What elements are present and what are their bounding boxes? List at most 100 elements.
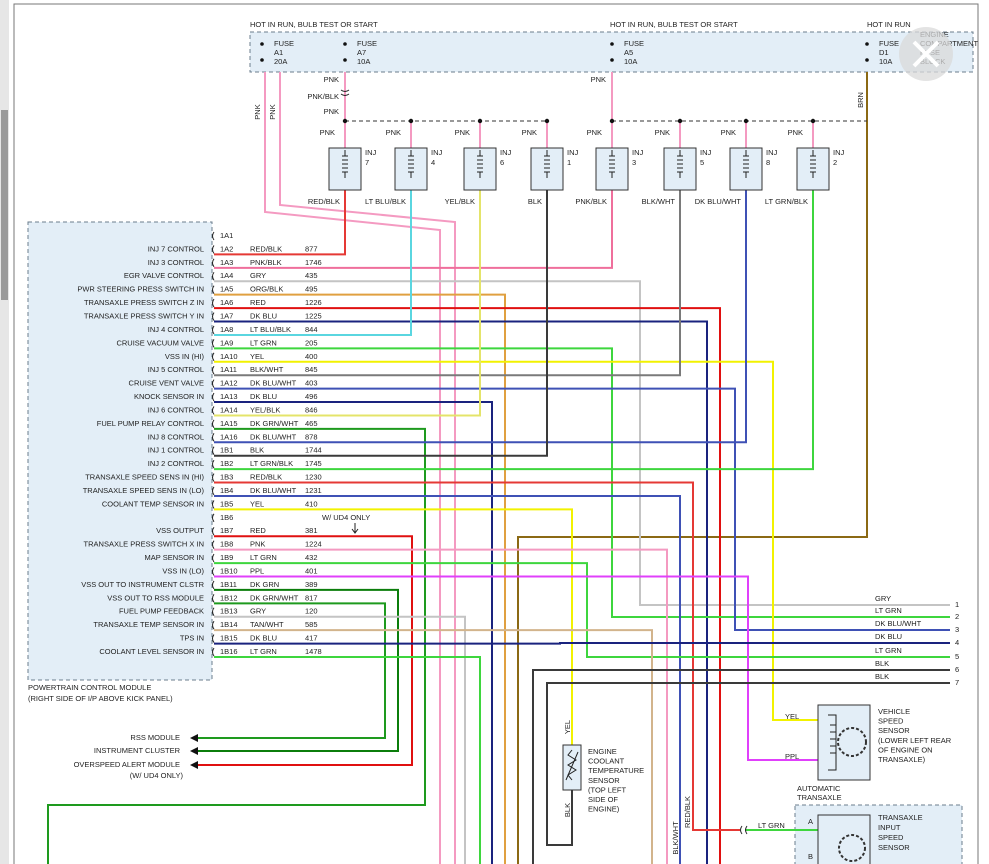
close-button[interactable] (899, 27, 953, 81)
pin-bracket (212, 406, 215, 415)
pcm-location: (RIGHT SIDE OF I/P ABOVE KICK PANEL) (28, 694, 173, 703)
pin-function: COOLANT LEVEL SENSOR IN (99, 647, 204, 656)
splice-dot (677, 118, 683, 124)
circuit-number: 432 (305, 553, 318, 562)
wire-label: PNK (721, 128, 736, 137)
pin-bracket (212, 433, 215, 442)
pin-label: 1A14 (220, 405, 238, 414)
thermistor (565, 749, 579, 781)
pin-function: TRANSAXLE PRESS SWITCH Y IN (84, 312, 204, 321)
circuit-number: 846 (305, 405, 318, 414)
wire-color: LT BLU/BLK (250, 325, 291, 334)
wire-label: PNK (324, 107, 339, 116)
pin-function: CRUISE VENT VALVE (129, 379, 204, 388)
pin-label: 1B12 (220, 593, 238, 602)
pin-label: 1B13 (220, 607, 238, 616)
wire-label: PNK (587, 128, 602, 137)
fuse-terminal (343, 42, 347, 46)
sensor-label: SENSOR (878, 726, 910, 735)
wire-label: RED/BLK (308, 197, 340, 206)
harness-wire (214, 562, 950, 658)
close-icon[interactable] (912, 40, 940, 68)
injector-label: INJ (833, 148, 845, 157)
pin-label: 1A11 (220, 365, 237, 374)
circuit-number: 465 (305, 419, 318, 428)
pin-bracket (212, 271, 215, 281)
scrollbar-thumb[interactable] (1, 110, 8, 300)
output-arrow (190, 761, 198, 769)
connector-pin: 4 (955, 638, 959, 647)
wire-label: PNK (268, 104, 277, 119)
wire-color: DK BLU/WHT (250, 432, 297, 441)
wire-color: ORG/BLK (250, 285, 283, 294)
injector-number: 6 (500, 158, 504, 167)
circuit-number: 844 (305, 325, 318, 334)
fuse-rating: 20A (274, 57, 287, 66)
harness-wire (214, 401, 493, 864)
pin-function: INJ 1 CONTROL (148, 446, 204, 455)
sensor-label: INPUT (878, 823, 901, 832)
pin-label: 1B14 (220, 620, 238, 629)
circuit-number: 877 (305, 244, 318, 253)
harness-wire (214, 190, 681, 377)
wire-color: DK BLU (250, 634, 277, 643)
pin-bracket (212, 607, 215, 617)
pin-function: FUEL PUMP RELAY CONTROL (97, 419, 204, 428)
pin-function: VSS OUTPUT (156, 526, 204, 535)
splice-dot (810, 118, 816, 124)
wire-color: LT GRN (250, 647, 277, 656)
wires (47, 72, 950, 864)
pin-function: VSS IN (LO) (162, 566, 204, 575)
page-frame (13, 3, 979, 864)
harness-wire (214, 360, 820, 721)
wire-label: BLK (528, 197, 542, 206)
pin-function: KNOCK SENSOR IN (134, 392, 204, 401)
pin-function: VSS IN (HI) (165, 352, 205, 361)
harness-wire (214, 642, 950, 645)
injector-number: 4 (431, 158, 435, 167)
pin-label: 1B5 (220, 499, 233, 508)
wire-color: DK BLU (250, 312, 277, 321)
fuse-id: A5 (624, 48, 633, 57)
pin-function: EGR VALVE CONTROL (124, 271, 204, 280)
pin-label: 1B3 (220, 473, 233, 482)
circuit-number: 1746 (305, 258, 322, 267)
circuit-number: 496 (305, 392, 318, 401)
connector-pin: 1 (955, 600, 959, 609)
circuit-number: 389 (305, 580, 318, 589)
pin-label: 1B2 (220, 459, 233, 468)
pin-label: 1B6 (220, 513, 233, 522)
circuit-number: 410 (305, 499, 318, 508)
circuit-number: 845 (305, 365, 318, 374)
injector (328, 147, 362, 191)
fuse-name: FUSE (357, 39, 377, 48)
circuit-number: 381 (305, 526, 318, 535)
injector-coil (677, 150, 683, 178)
sensor-label: COOLANT (588, 757, 625, 766)
pin-bracket (212, 258, 215, 268)
injector-label: INJ (500, 148, 512, 157)
wire-label: PNK (591, 75, 606, 84)
connector-wire: BLK (875, 672, 889, 681)
pin-bracket (212, 540, 215, 549)
wire-label: RED/BLK (683, 796, 692, 828)
pin-function: FUEL PUMP FEEDBACK (119, 607, 204, 616)
sensor-label: SENSOR (878, 843, 910, 852)
wire-label: PNK (455, 128, 470, 137)
fuse-id: D1 (879, 48, 889, 57)
sensor-label: (LOWER LEFT REAR (878, 736, 952, 745)
wire-label: BLK/WHT (642, 197, 676, 206)
pin-bracket (212, 365, 215, 375)
wire-color: PNK/BLK (250, 258, 282, 267)
circuit-number: 403 (305, 379, 318, 388)
pin-label: 1A15 (220, 419, 238, 428)
fuse-rating: 10A (357, 57, 370, 66)
pin-bracket (212, 312, 215, 321)
fuse-name: FUSE (274, 39, 294, 48)
pin-function: TRANSAXLE SPEED SENS IN (LO) (83, 486, 205, 495)
pin-label: 1B16 (220, 647, 238, 656)
scrollbar-track[interactable] (0, 0, 9, 864)
sensor-label: ENGINE (588, 747, 617, 756)
splice-dot (544, 118, 550, 124)
pin-label: 1A3 (220, 258, 233, 267)
